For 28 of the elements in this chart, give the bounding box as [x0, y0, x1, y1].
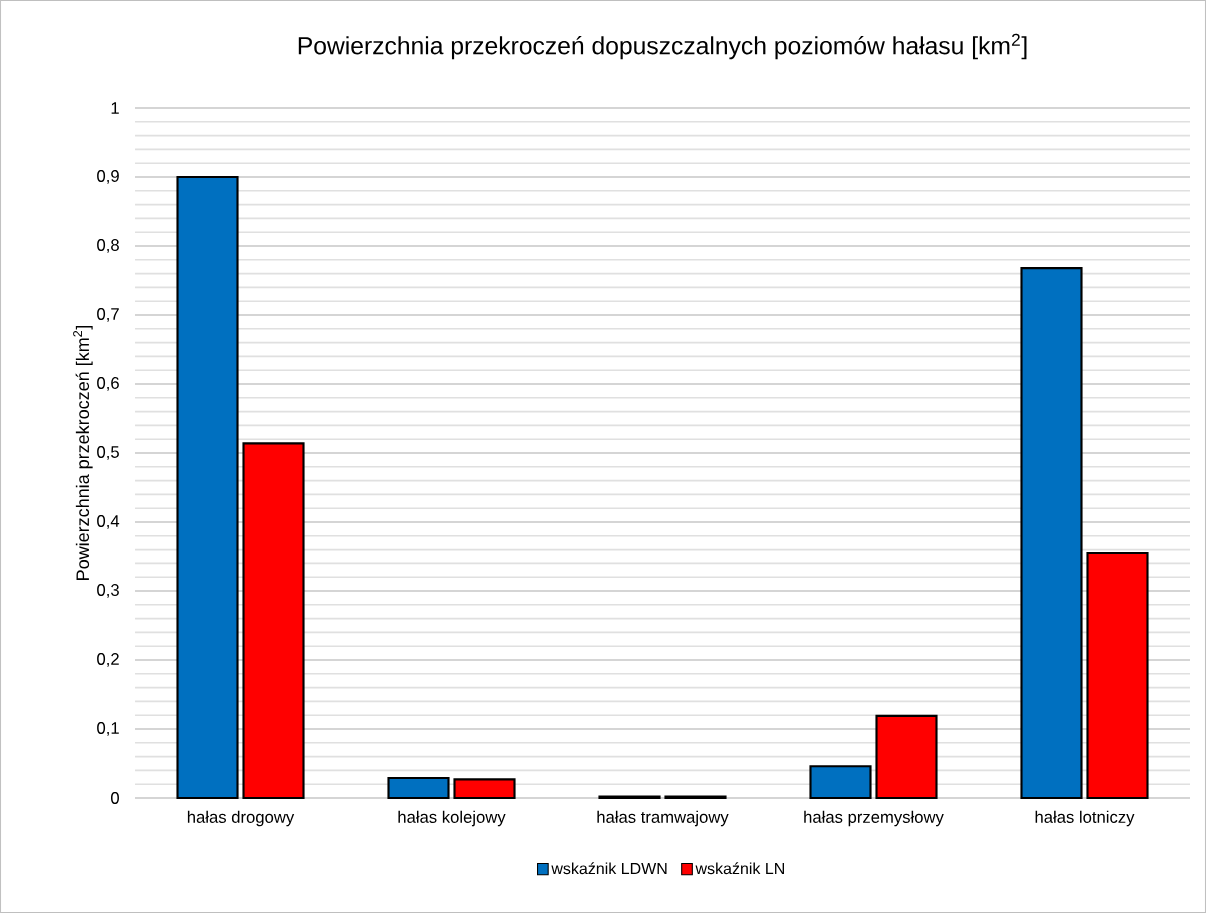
bar	[1020, 267, 1083, 800]
y-tick-label: 1	[111, 102, 119, 114]
y-tick-label: 0,1	[97, 722, 119, 736]
y-tick-label: 0,9	[97, 170, 119, 184]
bar	[809, 765, 872, 800]
x-tick-label: hałas przemysłowy	[804, 810, 944, 827]
y-tick-label: 0,7	[97, 308, 119, 322]
y-axis-title: Powierzchnia przekroczeń [km$^{2}$]	[73, 325, 93, 580]
x-tick-label: hałas drogowy	[187, 810, 295, 827]
bar	[242, 442, 305, 800]
y-tick-label: 0,8	[97, 239, 119, 253]
bar	[1086, 551, 1149, 800]
legend-label: wskaźnik LDWN	[551, 862, 667, 875]
y-tick-label: 0,5	[97, 446, 119, 460]
y-tick-label: 0,4	[97, 515, 120, 529]
bar	[387, 776, 450, 800]
bar	[176, 175, 239, 800]
y-tick-label: 0,3	[97, 584, 119, 598]
bar	[875, 714, 938, 800]
x-tick-label: hałas kolejowy	[398, 810, 506, 827]
x-tick-label: hałas tramwajowy	[597, 810, 729, 827]
bar	[453, 778, 516, 800]
y-tick-label: 0,6	[97, 377, 119, 391]
x-tick-label: hałas lotniczy	[1035, 810, 1135, 827]
y-tick-label: 0	[111, 792, 119, 804]
chart-title: Powierzchnia przekroczeń dopuszczalnych poziomów hałasu [km$^{2}$]	[298, 33, 1027, 60]
y-tick-label: 0,2	[97, 653, 119, 667]
legend-label: wskaźnik LN	[695, 862, 784, 875]
